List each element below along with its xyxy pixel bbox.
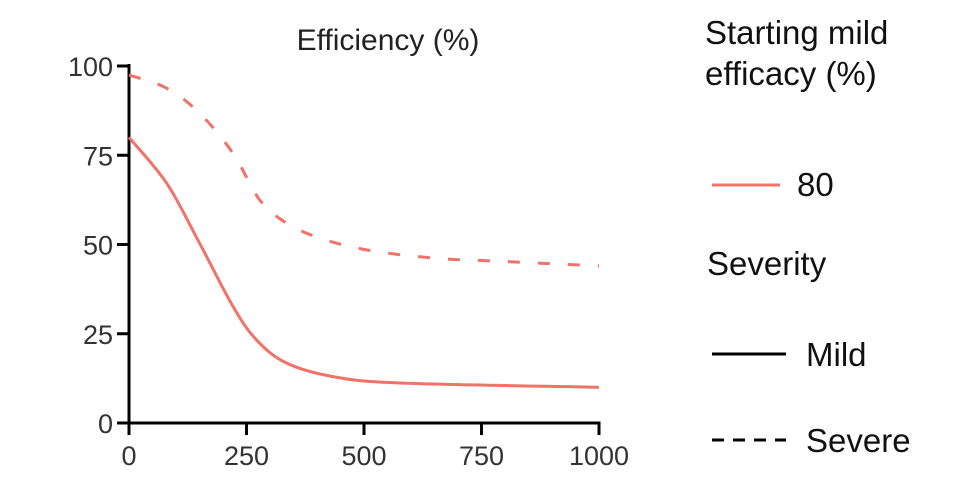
x-tick-label: 500 [341,441,386,471]
series-line-severe [128,73,600,268]
legend-color-entry: 80 [797,166,834,203]
legend-entry-mild: Mild [806,336,867,373]
legend-color-title: Starting mild efficacy (%) [705,14,889,93]
x-tick-label: 250 [224,441,269,471]
y-tick-label: 100 [68,52,113,82]
y-tick-label: 25 [83,320,113,350]
legend-entry-severe: Severe [806,422,911,459]
x-tick-label: 0 [121,441,136,471]
y-tick-label: 50 [83,231,113,261]
x-tick-label: 1000 [569,441,629,471]
series-line-mild [127,136,600,389]
chart-title: Efficiency (%) [297,24,480,57]
y-tick-label: 75 [83,141,113,171]
legend-style-title: Severity [707,245,827,282]
y-tick-label: 0 [98,409,113,439]
x-tick-label: 750 [459,441,504,471]
